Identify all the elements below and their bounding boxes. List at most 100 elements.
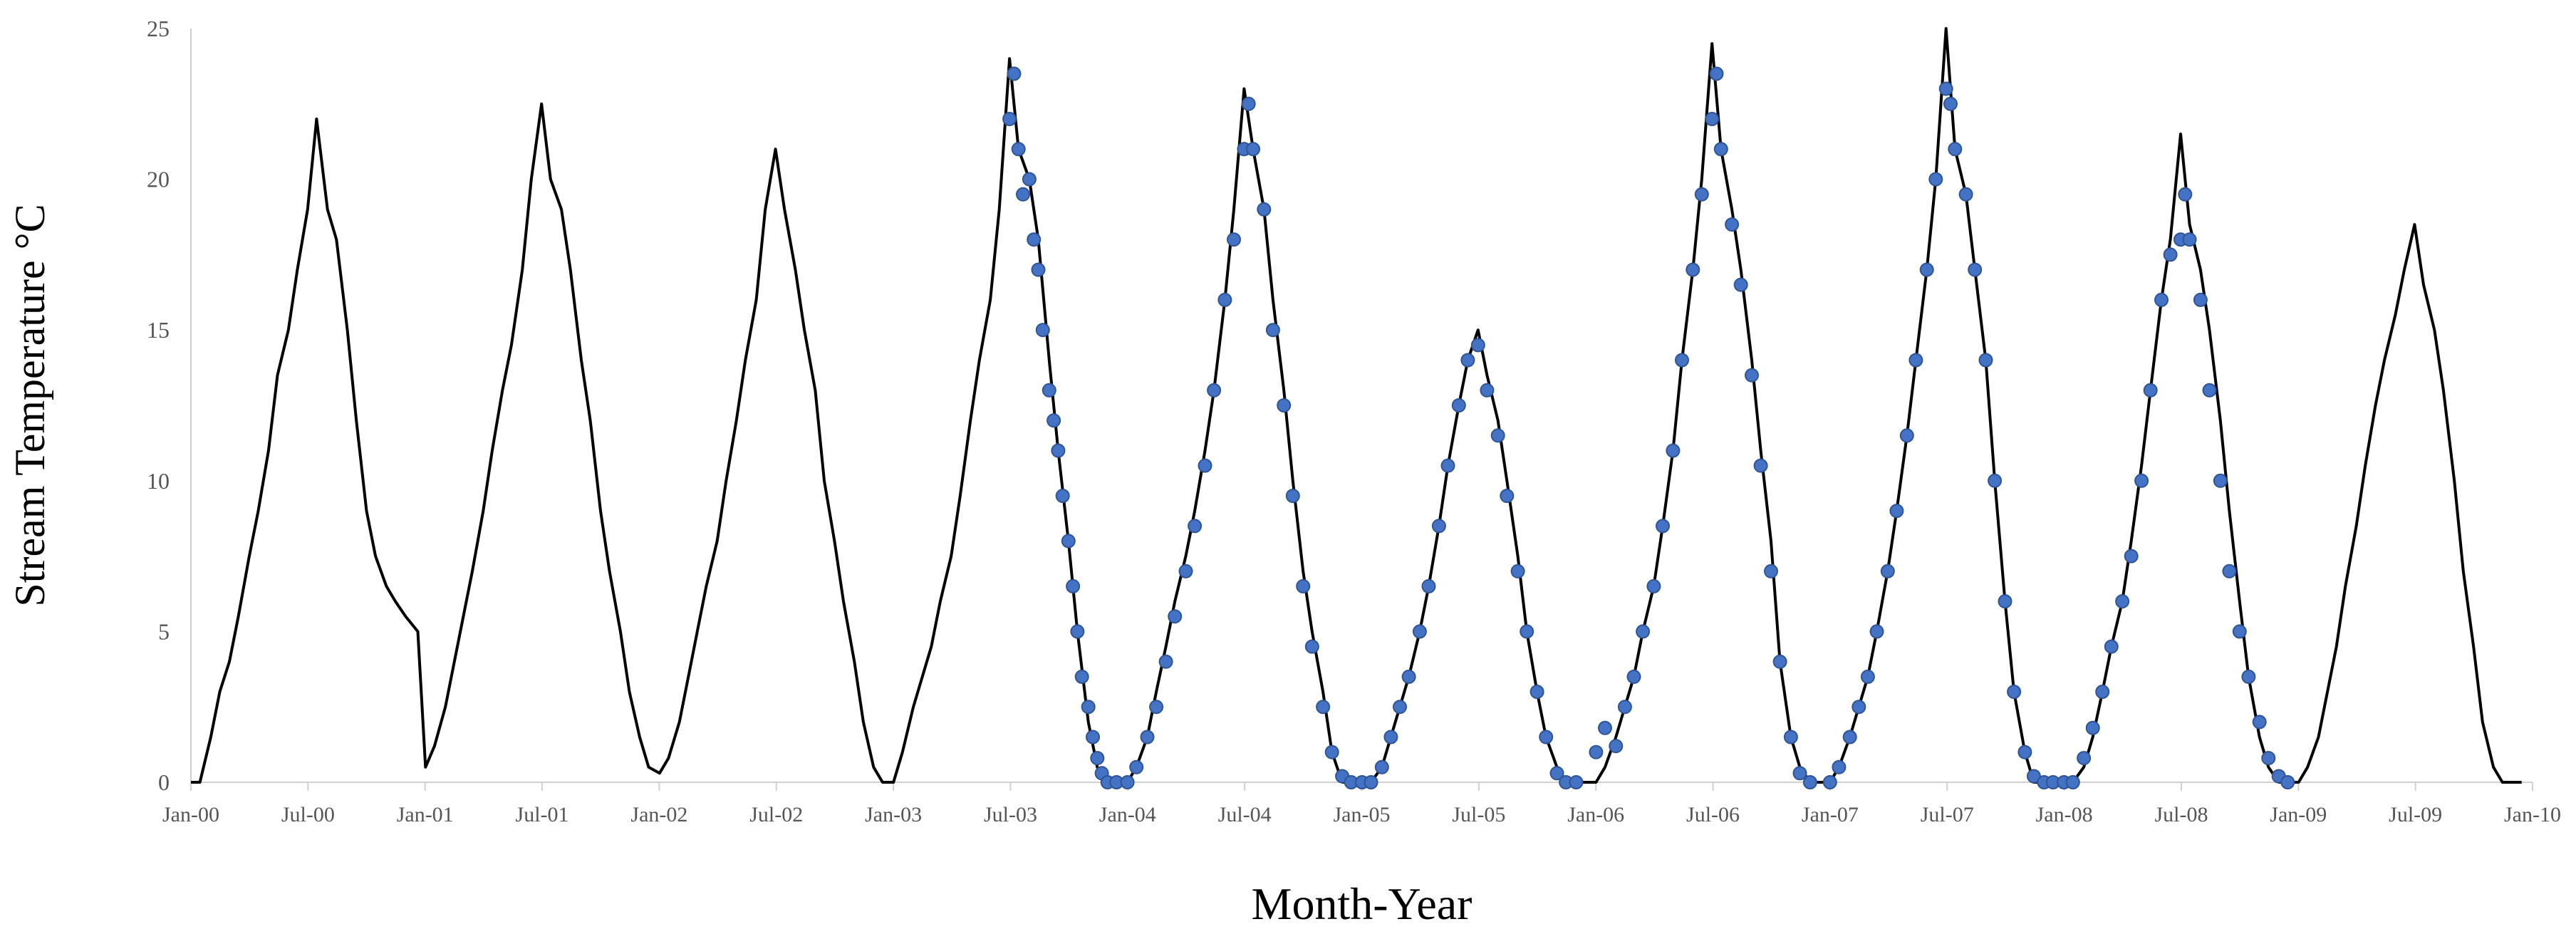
y-axis-title: Stream Temperature °C [6,204,53,606]
data-point [1296,579,1311,593]
data-point [1530,685,1544,699]
data-point [1772,654,1787,669]
data-point [1285,489,1300,503]
data-point [2143,383,2158,398]
x-tick-label: Jul-06 [1686,803,1740,826]
data-point [1832,759,1847,774]
x-tick-label: Jan-02 [630,803,687,826]
data-point [1725,217,1740,232]
data-point [1636,624,1651,639]
data-point [1412,624,1427,639]
data-point [1061,534,1076,549]
data-point [1500,489,1515,503]
data-point [1316,700,1331,715]
data-point [1055,489,1070,503]
data-point [1598,720,1612,735]
data-point [2252,715,2267,730]
data-point [1745,368,1759,383]
data-point [1646,579,1661,593]
data-point [1421,579,1436,593]
data-point [1002,112,1017,126]
x-tick-label: Jul-02 [749,803,803,826]
x-tick-label: Jan-03 [865,803,922,826]
data-point [1713,142,1728,157]
data-point [1694,187,1709,202]
data-point [1431,519,1446,534]
data-point [1709,66,1724,81]
data-point [1364,775,1378,789]
data-point [1324,745,1339,759]
x-tick-label: Jan-04 [1099,803,1156,826]
data-point [1928,172,1943,187]
x-axis-ticks: Jan-00 Jul-00 Jan-01 Jul-01 Jan-02 Jul-02 Jan-… [162,782,2561,826]
data-point [1948,142,1963,157]
data-point [1217,292,1232,307]
data-point [1246,142,1260,157]
data-point [1451,398,1466,413]
data-point [1401,669,1416,684]
data-point [2154,292,2169,307]
data-point [1626,669,1641,684]
data-point [1066,579,1081,593]
x-tick-label: Jan-09 [2270,803,2327,826]
data-point [1783,730,1798,745]
data-point [2213,473,2228,488]
y-tick-label: 0 [158,769,170,795]
data-point [1908,353,1923,368]
data-point [1470,338,1485,353]
data-point [1549,766,1564,781]
data-point [2261,751,2276,766]
x-tick-label: Jul-03 [984,803,1037,826]
data-point [1168,609,1183,624]
data-point [1938,81,1953,96]
data-point [1988,473,2003,488]
y-tick-label: 5 [158,618,170,644]
x-tick-label: Jan-07 [1802,803,1859,826]
data-point [1852,700,1866,715]
data-point [1070,624,1085,639]
data-point [1393,700,1407,715]
data-point [1120,775,1135,789]
data-point [1490,428,1505,443]
data-point [1227,232,1241,247]
data-point [2182,232,2197,247]
data-point [1081,700,1096,715]
data-point [1753,458,1768,473]
data-point [1188,519,1203,534]
data-point [1016,187,1030,202]
data-point [2124,549,2139,564]
data-point [1090,751,1105,766]
data-point [2280,775,2295,789]
data-point [1241,96,1256,111]
data-point [1265,323,1280,338]
data-point [1383,730,1398,745]
x-tick-label: Jan-08 [2036,803,2093,826]
x-tick-label: Jul-08 [2154,803,2208,826]
data-point [2241,669,2256,684]
data-point [1998,594,2012,609]
data-point [1686,262,1700,277]
x-tick-label: Jul-05 [1452,803,1505,826]
data-point [1666,443,1681,458]
data-point [1046,413,1061,428]
data-point [1022,172,1037,187]
data-point [1158,654,1173,669]
x-tick-label: Jul-01 [516,803,569,826]
data-point [1569,775,1584,789]
data-point [1374,759,1389,774]
data-point [1198,458,1212,473]
data-point [2115,594,2130,609]
x-tick-label: Jul-04 [1218,803,1272,826]
x-tick-label: Jan-00 [162,803,219,826]
x-axis-title: Month-Year [1252,878,1473,929]
data-point [1074,669,1089,684]
data-point [2065,775,2080,789]
x-tick-label: Jul-07 [1921,803,1974,826]
data-point [1842,730,1857,745]
data-point [1042,383,1056,398]
data-point [1919,262,1934,277]
data-point [1617,700,1632,715]
data-point [1140,730,1155,745]
y-tick-label: 10 [147,468,170,494]
